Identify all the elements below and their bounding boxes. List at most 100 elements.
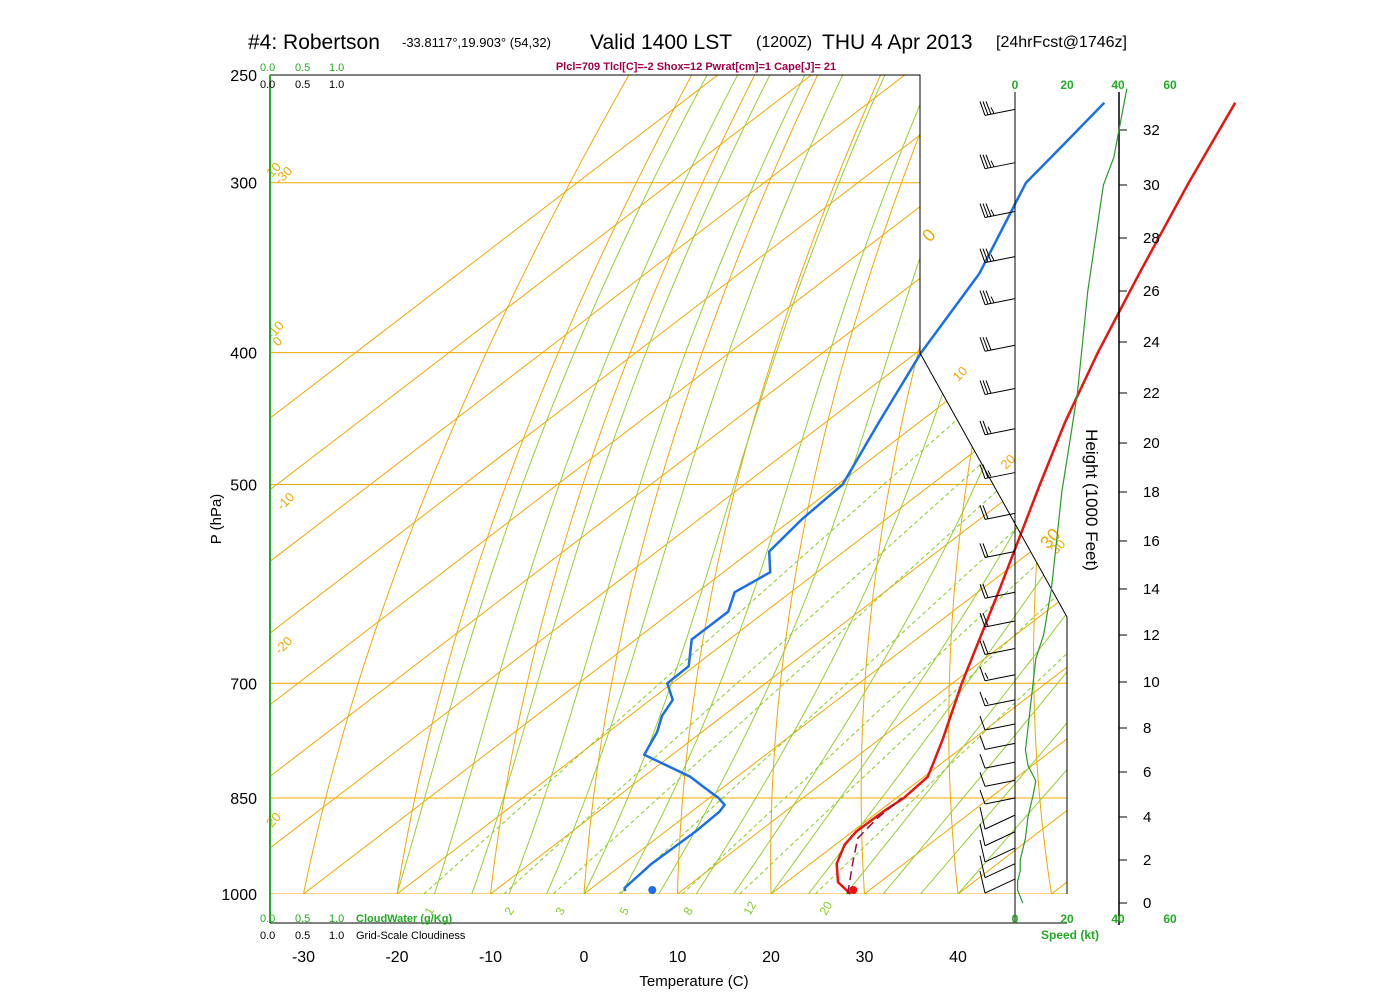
moist-adiabat <box>546 75 844 894</box>
wind-barb-flag <box>979 823 986 846</box>
mixing-ratio-label-5: 12 <box>740 899 759 918</box>
isotherm-label-1: -20 <box>272 633 296 657</box>
wind-barb-flag <box>979 772 986 787</box>
wind-barb <box>979 640 1016 656</box>
height-axis-title: Height (1000 Feet) <box>1082 429 1101 571</box>
cloud-scale-bottom: 0.0 0.5 1.0 CloudWater (g/Kg) 0.0 0.5 1.… <box>260 913 466 942</box>
wind-barb-flag <box>979 101 986 116</box>
wind-barb-staff <box>984 162 1016 170</box>
forecast-date: THU 4 Apr 2013 <box>822 31 973 54</box>
temperature-tick-label: -20 <box>385 949 408 966</box>
wind-barb-flag <box>979 735 986 750</box>
speed-tick-bottom-2: 40 <box>1111 912 1125 926</box>
cloud-tick-top-green-2: 1.0 <box>329 62 344 74</box>
wind-barb <box>979 735 1016 750</box>
wind-barb-staff <box>984 831 1016 847</box>
isotherm-line <box>303 75 1067 894</box>
wind-barb-staff <box>984 550 1016 558</box>
wind-barb-staff <box>984 211 1016 219</box>
wind-barb <box>979 772 1016 787</box>
wind-barb-half <box>990 296 995 303</box>
speed-scale: 0 20 40 60 0 20 40 60 Speed (kt) <box>1012 78 1177 942</box>
wind-barb <box>979 337 1016 352</box>
utc-time: (1200Z) <box>756 34 812 51</box>
wind-barb <box>979 715 1016 731</box>
mixing-ratio-1 <box>423 352 1034 894</box>
wind-barb-staff <box>984 814 1016 830</box>
wind-barb-half <box>990 254 995 261</box>
cloud-tick-top-black-1: 0.5 <box>295 79 310 91</box>
wind-barb-staff <box>984 847 1016 863</box>
cloud-tick-top-black-2: 1.0 <box>329 79 344 91</box>
wind-barb-staff <box>984 779 1016 787</box>
cloud-tick-bottom-green-0: 0.0 <box>260 913 275 925</box>
valid-time: Valid 1400 LST <box>590 31 732 54</box>
wind-barb <box>979 203 1016 219</box>
wind-barb-staff <box>984 723 1016 731</box>
speed-panel <box>1016 88 1128 904</box>
wind-barb-flag <box>985 154 992 168</box>
height-tick-label: 32 <box>1143 122 1160 139</box>
speed-tick-top-2: 40 <box>1111 78 1125 92</box>
wind-barb-staff <box>984 863 1016 879</box>
moist-adiabat <box>583 75 886 894</box>
dry-adiabat <box>583 75 819 894</box>
wind-barb <box>979 380 1016 395</box>
height-tick-label: 0 <box>1143 895 1151 912</box>
wind-barb-flag <box>979 807 986 830</box>
pressure-tick-label: 1000 <box>221 887 257 904</box>
wind-barb-flag <box>985 101 992 115</box>
height-tick-label: 28 <box>1143 230 1160 247</box>
pressure-tick-label: 700 <box>230 676 257 693</box>
speed-tick-top-0: 0 <box>1012 78 1019 92</box>
mixing-ratio-2 <box>503 352 1067 894</box>
wind-barb-staff <box>984 387 1016 395</box>
wind-barb <box>979 870 1016 894</box>
wind-barb-flag <box>979 584 986 599</box>
mixing-ratio-8 <box>681 352 1067 894</box>
wind-barb-staff <box>984 620 1016 628</box>
wind-barb <box>979 154 1016 170</box>
isotherm-line <box>864 75 1067 894</box>
wind-barb <box>979 855 1016 879</box>
mixing-ratio-3 <box>552 352 1067 894</box>
dry-adiabat-label-2: -10 <box>263 318 287 342</box>
mixing-ratio-label-6: 20 <box>816 899 835 918</box>
wind-barb <box>979 584 1016 599</box>
wind-barb-flag <box>982 380 989 395</box>
wind-barb-flag <box>982 203 989 218</box>
height-tick-label: 6 <box>1143 764 1151 781</box>
thermo-grid <box>270 75 1067 894</box>
wind-barb-flag <box>982 337 989 351</box>
isotherm-line <box>270 75 999 894</box>
wind-barb-half <box>987 470 992 477</box>
wind-barb-flag <box>979 337 986 352</box>
sounding-lines <box>623 101 1237 895</box>
wind-barb-flag <box>979 789 986 805</box>
wind-barb-flag <box>982 505 989 519</box>
wind-barb-flag <box>979 666 986 681</box>
moist-adiabat <box>471 75 771 894</box>
mixing-ratio-label-4: 8 <box>680 904 696 917</box>
pressure-tick-label: 500 <box>230 478 257 495</box>
wind-barb <box>979 666 1016 682</box>
cloud-tick-top-black-0: 0.0 <box>260 79 275 91</box>
wind-barb-staff <box>984 797 1016 805</box>
isotherm-line <box>270 75 812 894</box>
wind-barb-flag <box>979 754 986 769</box>
cloudwater-label: CloudWater (g/Kg) <box>356 913 452 925</box>
wind-barb <box>979 807 1016 830</box>
speed-profile-line <box>1016 88 1128 904</box>
height-tick-label: 10 <box>1143 674 1160 691</box>
wind-barb <box>979 290 1016 306</box>
station-name: #4: Robertson <box>248 31 380 54</box>
wind-barb-staff <box>984 298 1016 306</box>
cloud-tick-top-green-1: 0.5 <box>295 62 310 74</box>
wind-barb-half <box>990 107 995 114</box>
mixing-ratio-5 <box>618 352 1067 894</box>
temperature-tick-label: 10 <box>669 949 687 966</box>
isotherm-line <box>396 75 1067 894</box>
wind-barb-staff <box>984 761 1016 769</box>
y-axis-title: P (hPa) <box>208 494 225 545</box>
